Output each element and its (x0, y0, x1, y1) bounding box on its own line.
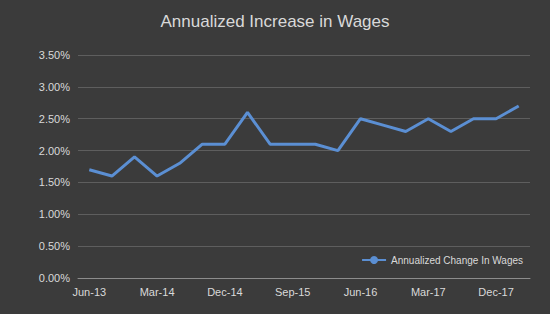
svg-text:Mar-17: Mar-17 (411, 286, 446, 298)
svg-text:3.50%: 3.50% (39, 49, 70, 61)
svg-text:0.00%: 0.00% (39, 272, 70, 284)
svg-text:Annualized Increase in Wages: Annualized Increase in Wages (160, 12, 389, 31)
svg-text:1.50%: 1.50% (39, 176, 70, 188)
svg-text:2.50%: 2.50% (39, 113, 70, 125)
svg-text:Jun-16: Jun-16 (344, 286, 378, 298)
svg-text:2.00%: 2.00% (39, 145, 70, 157)
svg-text:3.00%: 3.00% (39, 81, 70, 93)
svg-text:Annualized Change In Wages: Annualized Change In Wages (391, 255, 523, 266)
svg-text:Sep-15: Sep-15 (275, 286, 310, 298)
svg-text:1.00%: 1.00% (39, 208, 70, 220)
svg-text:Jun-13: Jun-13 (72, 286, 106, 298)
svg-text:Dec-14: Dec-14 (207, 286, 242, 298)
svg-text:Mar-14: Mar-14 (140, 286, 175, 298)
svg-text:Dec-17: Dec-17 (478, 286, 513, 298)
svg-text:0.50%: 0.50% (39, 240, 70, 252)
